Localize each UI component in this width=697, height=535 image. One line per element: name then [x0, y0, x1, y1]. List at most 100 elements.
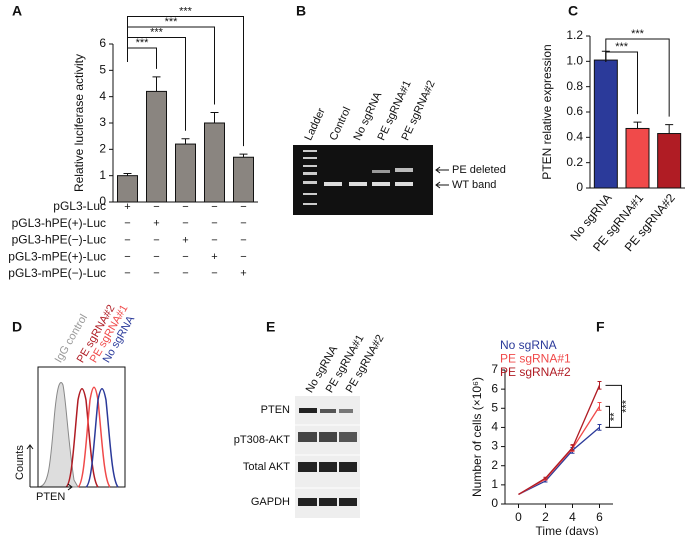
- y-tick-label: 0.8: [566, 79, 583, 93]
- sig-label: ***: [631, 28, 645, 40]
- table-cell: −: [211, 234, 217, 246]
- y-tick-label: 2: [99, 142, 106, 156]
- x-tick-label: 0: [515, 510, 522, 524]
- y-tick-label: 5: [491, 400, 498, 414]
- y-tick-label: 5: [99, 63, 106, 77]
- panel-label: F: [596, 319, 605, 335]
- y-tick-label: 3: [99, 115, 106, 129]
- error-bar: [123, 173, 132, 176]
- table-cell: +: [240, 268, 246, 280]
- blot: [295, 396, 360, 518]
- sig-label: ***: [136, 37, 150, 49]
- bar: [204, 122, 225, 203]
- table-cell: −: [182, 251, 188, 263]
- sig-bracket: [605, 384, 622, 428]
- table-cell: +: [124, 201, 130, 213]
- sig-bracket: [605, 38, 670, 117]
- error-bar: [597, 380, 602, 390]
- sig-bracket: [127, 16, 244, 147]
- blot-row: GAPDH: [251, 496, 290, 508]
- table-cell: +: [211, 251, 217, 263]
- sig-label: ***: [179, 5, 193, 17]
- blot-row: Total AKT: [243, 461, 290, 473]
- table-cell: −: [240, 201, 246, 213]
- series-line: [518, 385, 601, 495]
- table-cell: +: [182, 234, 188, 246]
- y-tick-label: 6: [491, 381, 498, 395]
- table-row-label: pGL3-hPE(+)-Luc: [12, 216, 106, 230]
- error-bar: [633, 121, 642, 129]
- table-cell: −: [124, 268, 130, 280]
- sg2-curve: [65, 388, 99, 488]
- table-cell: −: [153, 201, 159, 213]
- y-tick-label: 1: [491, 477, 498, 491]
- error-bar: [239, 153, 248, 158]
- bar: [657, 133, 682, 189]
- y-axis-label: PTEN relative expression: [540, 44, 554, 179]
- flow-arrows: [26, 444, 73, 491]
- sig-label: ***: [150, 26, 164, 38]
- table-cell: −: [182, 201, 188, 213]
- y-tick-label: 0.6: [566, 104, 583, 118]
- table-cell: −: [182, 268, 188, 280]
- table-cell: −: [211, 268, 217, 280]
- sig-label: **: [608, 412, 620, 421]
- error-bar: [210, 111, 219, 123]
- y-tick-label: 0: [99, 194, 106, 208]
- panel-label: A: [12, 3, 22, 19]
- lane-label: Control: [327, 105, 353, 142]
- bar: [233, 156, 254, 203]
- y-tick-label: 7: [491, 362, 498, 376]
- legend-label: PE sgRNA#1: [500, 352, 571, 366]
- flow-frame: [37, 366, 126, 488]
- y-tick-label: 3: [491, 439, 498, 453]
- sig-label: ***: [620, 399, 632, 413]
- table-cell: −: [153, 268, 159, 280]
- y-tick-label: 1.0: [566, 54, 583, 68]
- y-axis-label: Number of cells (×10⁶): [470, 377, 484, 497]
- bar: [146, 90, 167, 203]
- error-bar: [597, 424, 602, 431]
- igg-curve: [37, 382, 79, 488]
- flow-ylabel: Counts: [14, 445, 26, 480]
- lane-label: Ladder: [302, 106, 327, 142]
- table-row-label: pGL3-Luc: [53, 199, 106, 213]
- sig-label: ***: [165, 16, 179, 28]
- bar: [175, 143, 196, 203]
- blot-bands: [298, 408, 357, 506]
- x-tick-label: 4: [569, 510, 576, 524]
- sig-bracket: [127, 47, 157, 69]
- bar: [593, 59, 618, 189]
- x-tick-label: 6: [596, 510, 603, 524]
- bar: [117, 175, 138, 203]
- gel-bands: [303, 150, 413, 205]
- panel-label: C: [568, 3, 578, 19]
- sig-label: ***: [615, 41, 629, 53]
- table-cell: −: [153, 251, 159, 263]
- table-cell: −: [240, 251, 246, 263]
- y-tick-label: 1.2: [566, 28, 583, 42]
- table-cell: −: [211, 218, 217, 230]
- x-tick-label: 2: [542, 510, 549, 524]
- bar: [625, 127, 650, 189]
- panel-label: B: [296, 3, 306, 19]
- table-cell: +: [153, 218, 159, 230]
- y-tick-label: 0: [491, 496, 498, 510]
- y-tick-label: 2: [491, 458, 498, 472]
- series-line: [518, 426, 600, 496]
- blot-row: PTEN: [261, 404, 290, 416]
- sg1-curve: [77, 386, 111, 488]
- y-tick-label: 4: [99, 89, 106, 103]
- gel-lane-labels: Ladder Control No sgRNA PE sgRNA#1 PE sg…: [302, 79, 437, 143]
- error-bar: [570, 444, 575, 451]
- y-tick-label: 0.4: [566, 130, 583, 144]
- band-label: WT band: [452, 179, 496, 191]
- legend-label: PE sgRNA#2: [500, 365, 571, 379]
- no-curve: [85, 388, 119, 488]
- error-bar: [597, 402, 602, 411]
- table-row-label: pGL3-hPE(−)-Luc: [12, 233, 106, 247]
- error-bar: [665, 124, 674, 134]
- table-cell: −: [124, 251, 130, 263]
- band-label: PE deleted: [452, 164, 506, 176]
